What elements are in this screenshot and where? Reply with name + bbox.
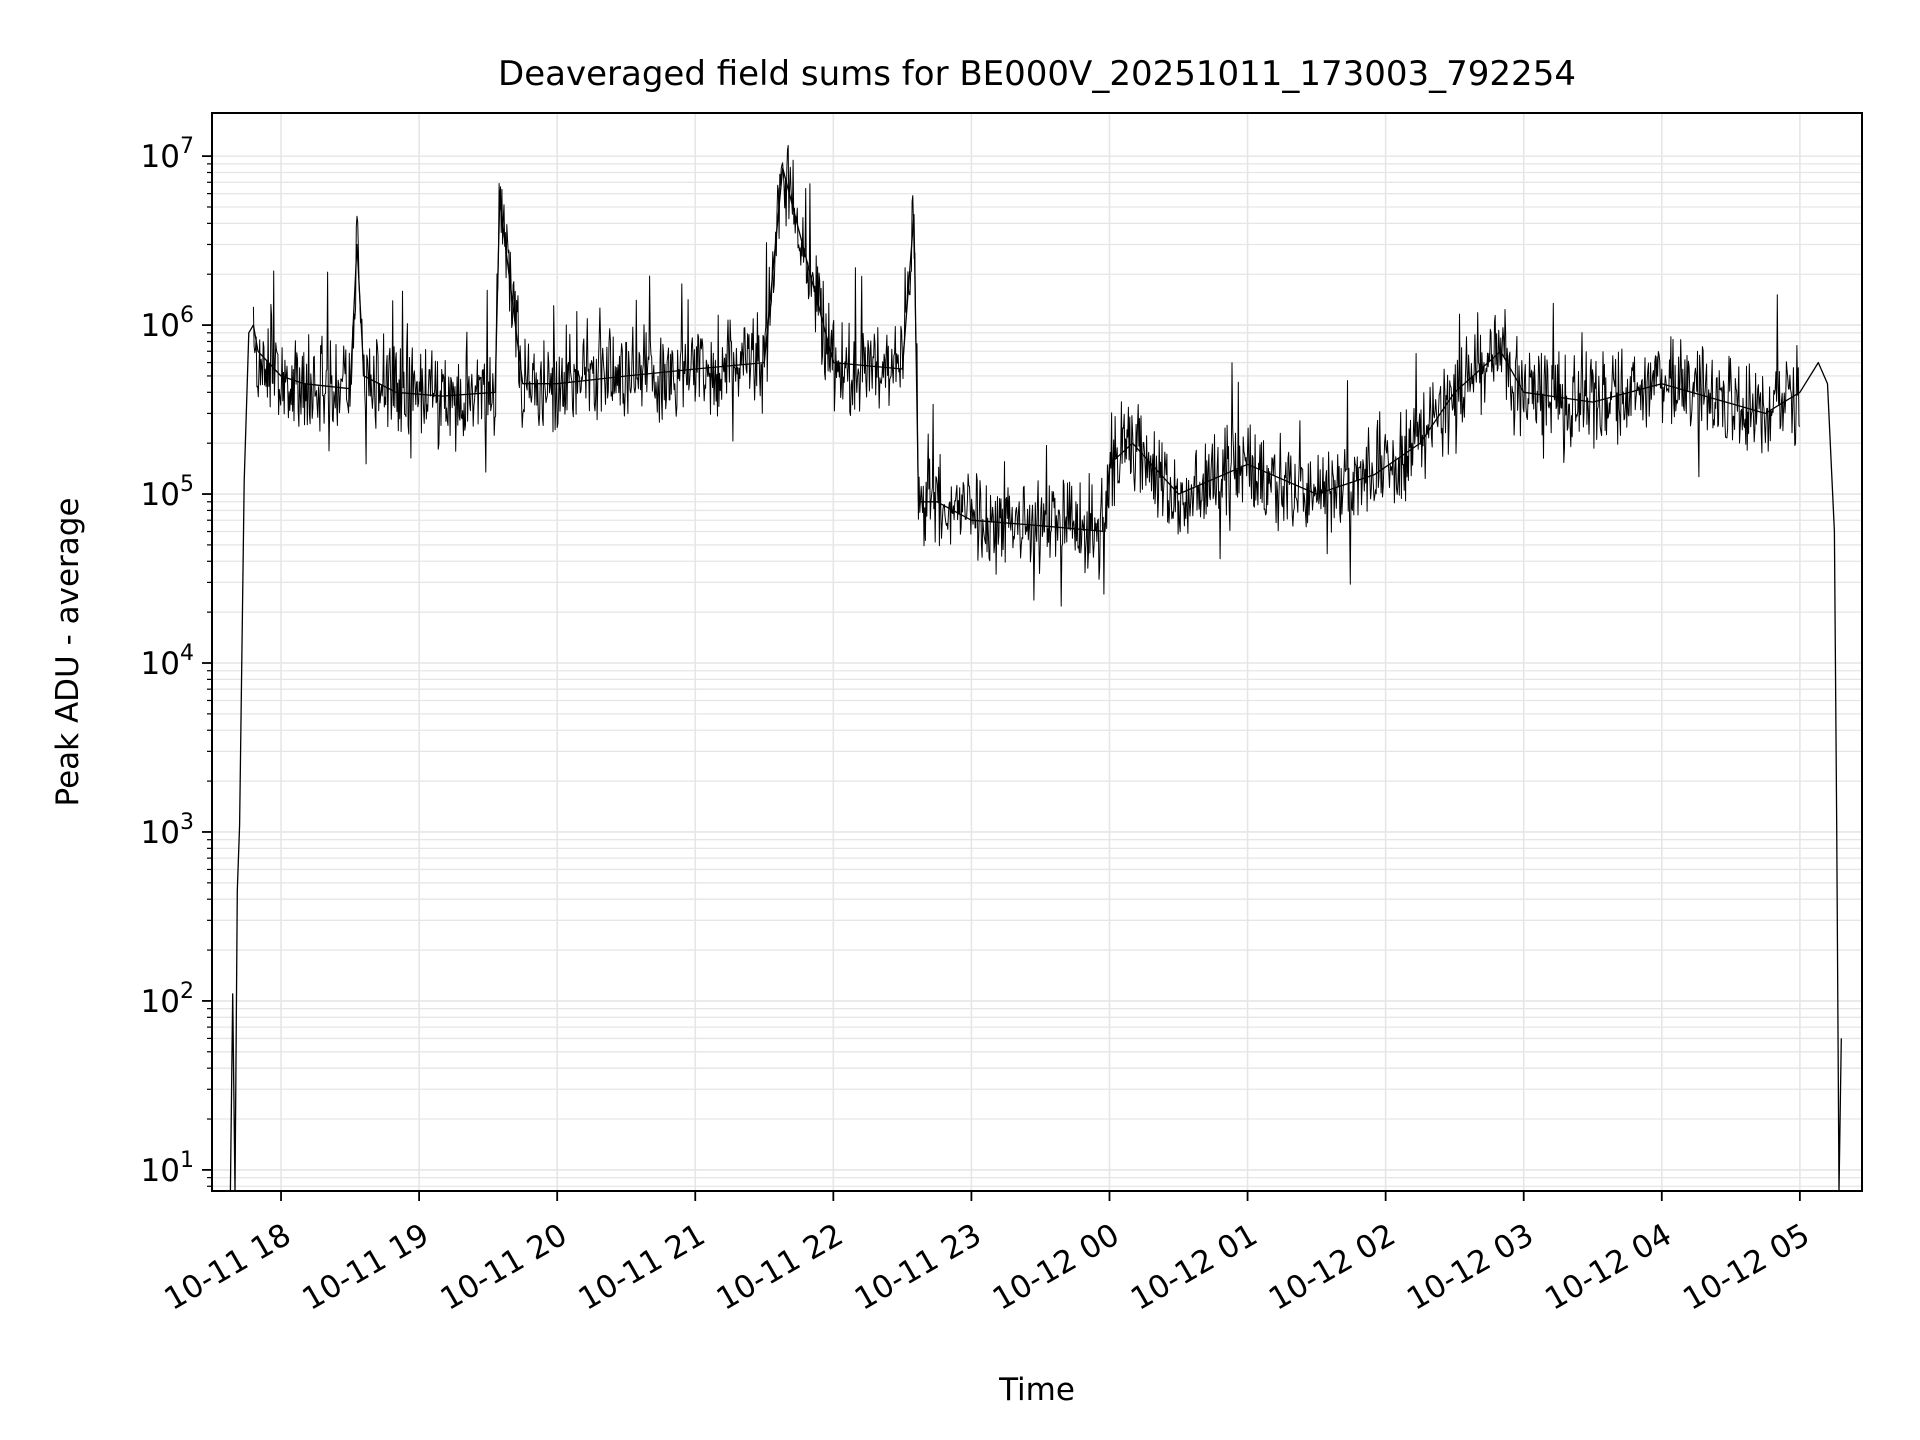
- series-line: [229, 167, 1842, 1192]
- y-tick-label: 105: [141, 472, 194, 513]
- y-tick-label: 106: [141, 303, 194, 344]
- x-axis-label: Time: [998, 1372, 1075, 1408]
- y-tick-label: 104: [141, 641, 194, 682]
- y-tick-label: 107: [141, 134, 194, 175]
- plot-frame: [211, 112, 1863, 1192]
- series-layer: [229, 167, 1842, 1192]
- y-tick-label: 103: [141, 810, 194, 851]
- y-axis-label: Peak ADU - average: [50, 497, 86, 806]
- grid: [212, 113, 1862, 1191]
- y-axis: 101 102 103 104 105 106 107: [141, 134, 212, 1189]
- chart-title: Deaveraged field sums for BE000V_2025101…: [498, 54, 1576, 94]
- y-tick-label: 102: [141, 979, 194, 1020]
- y-tick-label: 101: [141, 1148, 194, 1189]
